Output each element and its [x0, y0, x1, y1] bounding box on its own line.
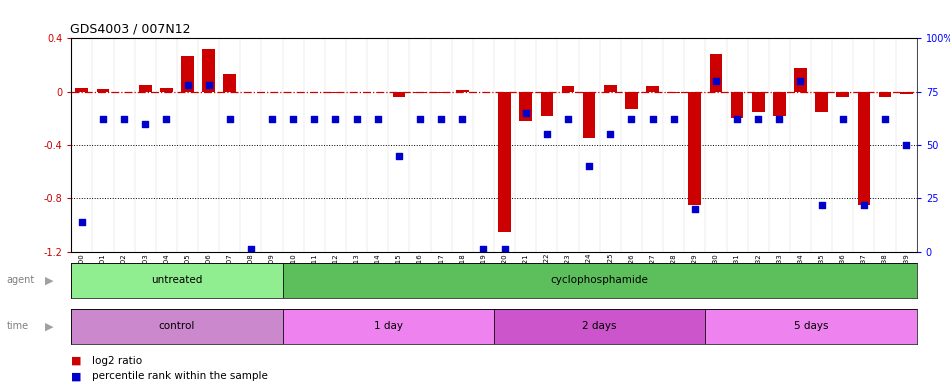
- Point: [771, 116, 787, 122]
- Point: [349, 116, 364, 122]
- Point: [159, 116, 174, 122]
- Bar: [773, 92, 786, 116]
- Point: [560, 116, 576, 122]
- Bar: [731, 92, 744, 118]
- Point: [243, 246, 258, 252]
- Point: [74, 218, 89, 225]
- Bar: [561, 86, 575, 92]
- Point: [264, 116, 279, 122]
- Bar: [139, 85, 152, 92]
- Text: 5 days: 5 days: [794, 321, 828, 331]
- Text: ■: ■: [71, 356, 82, 366]
- FancyBboxPatch shape: [71, 263, 283, 298]
- Point: [412, 116, 428, 122]
- Text: log2 ratio: log2 ratio: [92, 356, 142, 366]
- Text: percentile rank within the sample: percentile rank within the sample: [92, 371, 268, 381]
- Point: [455, 116, 470, 122]
- FancyBboxPatch shape: [705, 309, 917, 344]
- Point: [433, 116, 448, 122]
- Text: time: time: [7, 321, 28, 331]
- Bar: [900, 92, 913, 94]
- Point: [793, 78, 808, 84]
- Text: ▶: ▶: [45, 275, 53, 285]
- Point: [476, 246, 491, 252]
- Point: [540, 131, 555, 137]
- Point: [307, 116, 322, 122]
- Point: [666, 116, 681, 122]
- Text: ▶: ▶: [45, 321, 53, 331]
- Point: [899, 142, 914, 148]
- Point: [581, 163, 597, 169]
- Point: [624, 116, 639, 122]
- Text: ■: ■: [71, 371, 82, 381]
- Point: [95, 116, 110, 122]
- FancyBboxPatch shape: [71, 309, 283, 344]
- Point: [835, 116, 850, 122]
- Point: [856, 202, 871, 208]
- Text: cyclophosphamide: cyclophosphamide: [551, 275, 649, 285]
- Bar: [160, 88, 173, 92]
- Point: [391, 152, 407, 159]
- Bar: [689, 92, 701, 205]
- Bar: [710, 55, 722, 92]
- Point: [370, 116, 386, 122]
- Bar: [582, 92, 596, 138]
- Bar: [520, 92, 532, 121]
- Text: agent: agent: [7, 275, 35, 285]
- Bar: [202, 49, 215, 92]
- Bar: [751, 92, 765, 112]
- Bar: [392, 92, 406, 97]
- Bar: [836, 92, 849, 97]
- Point: [117, 116, 132, 122]
- Bar: [435, 92, 447, 93]
- Point: [222, 116, 238, 122]
- Bar: [625, 92, 637, 109]
- Bar: [604, 85, 617, 92]
- Point: [201, 82, 217, 88]
- Point: [645, 116, 660, 122]
- Text: GDS4003 / 007N12: GDS4003 / 007N12: [70, 23, 191, 36]
- Point: [497, 246, 512, 252]
- Point: [709, 78, 724, 84]
- Bar: [75, 88, 88, 92]
- Text: control: control: [159, 321, 195, 331]
- FancyBboxPatch shape: [283, 309, 494, 344]
- Point: [602, 131, 618, 137]
- Bar: [223, 74, 237, 92]
- Point: [180, 82, 195, 88]
- Point: [750, 116, 766, 122]
- Bar: [97, 89, 109, 92]
- Point: [730, 116, 745, 122]
- Bar: [667, 92, 680, 93]
- Text: 1 day: 1 day: [373, 321, 403, 331]
- Bar: [181, 56, 194, 92]
- Bar: [879, 92, 891, 97]
- Point: [286, 116, 301, 122]
- Bar: [456, 90, 468, 92]
- Point: [518, 110, 533, 116]
- Bar: [413, 92, 427, 93]
- Bar: [815, 92, 828, 112]
- Text: untreated: untreated: [151, 275, 202, 285]
- Bar: [646, 86, 659, 92]
- Point: [814, 202, 829, 208]
- Bar: [541, 92, 553, 116]
- Point: [138, 121, 153, 127]
- Point: [878, 116, 893, 122]
- Bar: [794, 68, 807, 92]
- Point: [328, 116, 343, 122]
- Text: 2 days: 2 days: [582, 321, 617, 331]
- Bar: [498, 92, 511, 232]
- FancyBboxPatch shape: [283, 263, 917, 298]
- Point: [687, 206, 702, 212]
- Bar: [858, 92, 870, 205]
- Bar: [329, 92, 342, 93]
- FancyBboxPatch shape: [494, 309, 705, 344]
